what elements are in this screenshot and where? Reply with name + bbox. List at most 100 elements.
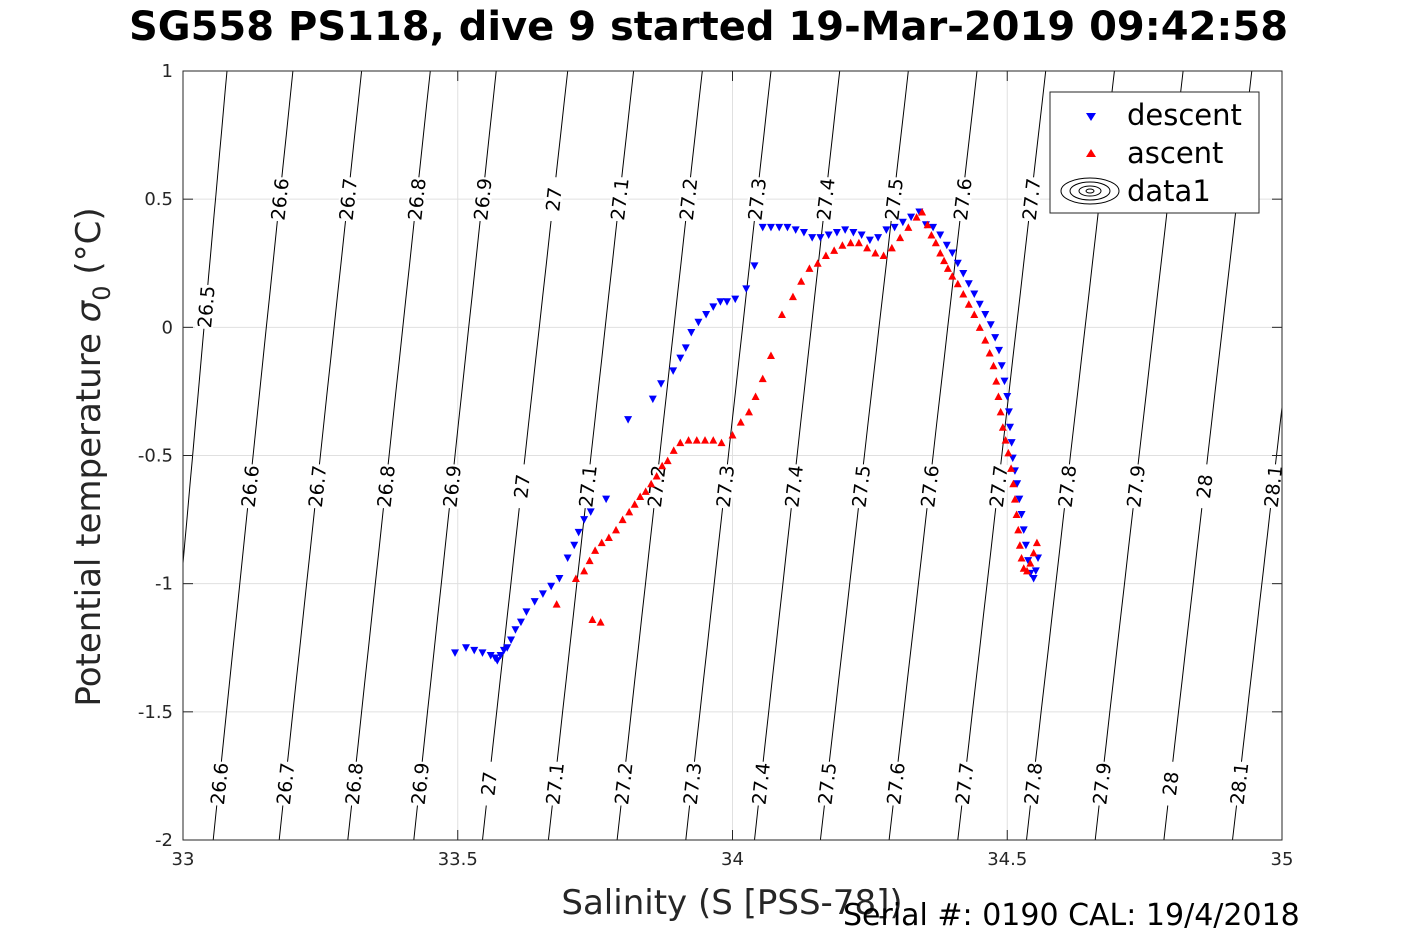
ascent-point (630, 500, 639, 508)
contour-label-mask (342, 760, 366, 807)
contour-label-mask (408, 760, 432, 807)
ascent-point (1032, 538, 1041, 547)
contour-label-mask (1192, 463, 1216, 510)
descent-point (709, 303, 718, 311)
ascent-point (612, 525, 621, 534)
descent-point (898, 218, 907, 227)
ascent-point (846, 238, 855, 247)
ascent-point (989, 361, 998, 370)
descent-point (516, 618, 525, 627)
contour-label-mask (268, 176, 291, 222)
descent-point (1029, 575, 1038, 583)
contour-label: 27.9 (1089, 761, 1116, 806)
contour-label: 27.7 (1019, 177, 1046, 222)
contour-label: 27.3 (745, 177, 772, 221)
descent-point (959, 270, 968, 278)
contour-label-mask (950, 176, 974, 223)
contour-label: 27 (542, 186, 567, 212)
contour-label-mask (1124, 463, 1148, 510)
contour-label: 26.8 (404, 177, 430, 221)
x-tick-label: 33.5 (438, 849, 478, 870)
descent-point (783, 223, 792, 232)
contour-label-mask (440, 463, 463, 510)
descent-point (570, 541, 579, 550)
ascent-point (788, 292, 797, 301)
ascent-point (953, 279, 962, 288)
ascent-point (596, 618, 605, 626)
descent-point (1034, 554, 1043, 563)
contour-label-mask (1055, 463, 1079, 510)
descent-point (832, 228, 841, 237)
ascent-point (1026, 559, 1035, 567)
descent-point (991, 334, 1000, 342)
ascent-point (728, 430, 737, 439)
descent-point (981, 311, 990, 319)
descent-point (1024, 557, 1033, 565)
contour-label-mask (273, 760, 297, 807)
descent-point (857, 231, 866, 240)
ascent-point (998, 423, 1007, 431)
descent-point (975, 300, 984, 309)
ascent-point (992, 377, 1001, 385)
ascent-point (1007, 464, 1016, 472)
contour-label-mask (405, 176, 428, 223)
legend-descent-marker (1086, 113, 1096, 121)
contour-label-mask (745, 176, 769, 223)
contour-label: 26.7 (305, 464, 331, 508)
contour-label: 27.5 (815, 761, 842, 806)
descent-point (716, 298, 725, 306)
descent-point (942, 241, 951, 250)
descent-point (936, 231, 945, 240)
ascent-point (821, 251, 830, 260)
ascent-point (618, 515, 627, 524)
ascent-point (1015, 541, 1024, 549)
contour-label: 26.5 (194, 285, 220, 329)
descent-point (1007, 439, 1016, 447)
ascent-point (896, 233, 905, 242)
contour-label: 27 (477, 770, 502, 796)
descent-point (731, 295, 740, 304)
descent-point (470, 646, 479, 655)
descent-point (1019, 526, 1028, 534)
contour-label: 27.1 (575, 464, 602, 508)
contour-label-mask (374, 463, 398, 510)
contour-label-mask (680, 760, 704, 807)
descent-point (1004, 408, 1013, 416)
descent-point (948, 249, 957, 257)
ascent-point (709, 436, 718, 444)
contour-label: 28 (1193, 473, 1218, 500)
ascent-point (813, 259, 822, 267)
ascent-point (684, 436, 693, 444)
y-axis-label-sigma: σ (69, 299, 109, 322)
contour-label-mask (815, 760, 839, 807)
ascent-point (927, 231, 936, 239)
ascent-point (585, 556, 594, 565)
contour-label-mask (510, 463, 534, 510)
descent-point (555, 575, 564, 583)
ascent-point (647, 479, 656, 488)
ascent-point (658, 461, 667, 470)
contour-label-mask (194, 284, 217, 330)
descent-point (775, 223, 784, 232)
contour-label: 27.8 (1021, 761, 1048, 806)
ascent-point (744, 407, 753, 416)
contour-label-mask (608, 176, 631, 223)
ascent-point (948, 272, 957, 280)
descent-point (816, 234, 825, 242)
descent-point (766, 223, 775, 232)
contour-label: 27.9 (1123, 464, 1150, 509)
ascent-point (964, 300, 973, 308)
contour-label-mask (849, 463, 873, 510)
y-axis-label-unit: (°C) (69, 207, 109, 285)
contour-label: 26.6 (207, 762, 233, 806)
descent-point (687, 328, 696, 337)
descent-point (758, 223, 767, 232)
ascent-point (1004, 448, 1013, 457)
ascent-point (580, 566, 589, 575)
ascent-point (1012, 510, 1021, 518)
chart-title: SG558 PS118, dive 9 started 19-Mar-2019 … (128, 4, 1289, 50)
descent-point (486, 651, 495, 660)
descent-point (503, 644, 512, 652)
contour-label: 28 (1159, 770, 1184, 797)
contour-label: 27.7 (952, 761, 979, 806)
